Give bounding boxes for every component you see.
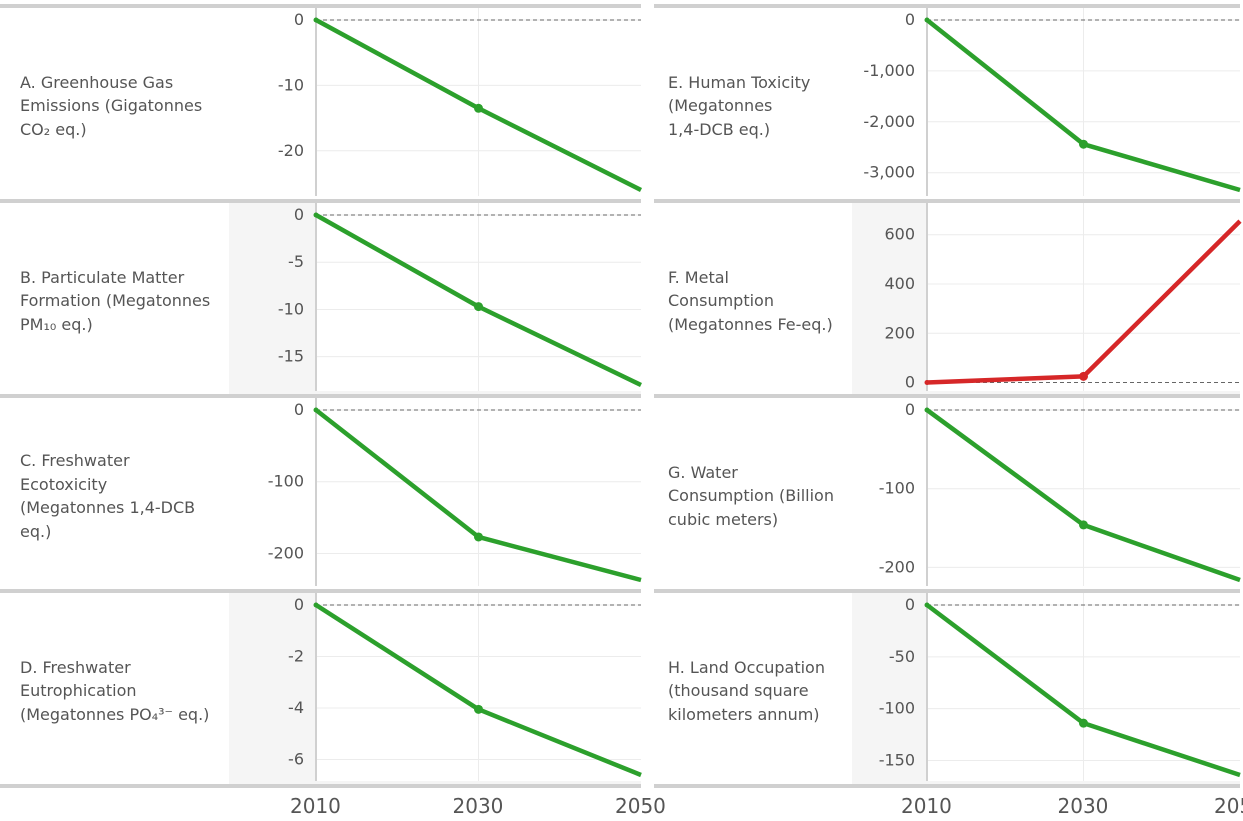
y-tick-label: -20 <box>278 141 304 160</box>
plot-d: 0 -2 -4 -6 <box>288 593 642 781</box>
y-tick-label: -10 <box>278 299 304 318</box>
panel-divider <box>0 589 641 593</box>
y-tick-label: -4 <box>288 698 304 717</box>
y-tick-label: 0 <box>905 373 915 392</box>
data-point <box>474 704 483 714</box>
data-point <box>313 602 319 608</box>
panel-divider <box>0 394 641 398</box>
panel-divider <box>654 784 1240 788</box>
y-tick-label: -2,000 <box>863 112 915 131</box>
plot-g: 0 -100 -200 <box>879 398 1241 586</box>
y-tick-label: 0 <box>905 595 915 614</box>
panel-label-d: D. Freshwater Eutrophication (Megatonnes… <box>20 657 210 724</box>
x-tick-label: 2050 <box>1214 794 1243 818</box>
data-point <box>924 17 930 23</box>
y-tick-label: -3,000 <box>863 163 915 182</box>
plot-h: 0 -50 -100 -150 <box>879 593 1241 781</box>
y-tick-label: -10 <box>278 75 304 94</box>
y-tick-label: 600 <box>884 225 915 244</box>
panel-divider <box>654 4 1240 8</box>
y-tick-label: 0 <box>294 595 304 614</box>
plot-f: 0 200 400 600 <box>884 203 1242 392</box>
y-tick-label: -200 <box>268 543 304 562</box>
y-tick-label: 200 <box>884 323 915 342</box>
y-tick-label: 0 <box>905 400 915 419</box>
plot-e: 0 -1,000 -2,000 -3,000 <box>863 8 1241 196</box>
y-tick-label: 0 <box>294 400 304 419</box>
data-point <box>1079 520 1088 530</box>
plot-c: 0 -100 -200 <box>268 398 642 586</box>
y-tick-label: -50 <box>889 647 915 666</box>
x-tick-label: 2030 <box>1057 794 1109 818</box>
data-point <box>313 212 319 218</box>
panel-divider <box>0 784 641 788</box>
panel-label-h: H. Land Occupation (thousand square kilo… <box>668 657 825 724</box>
data-point <box>924 380 930 386</box>
panel-label-g: G. Water Consumption (Billion cubic mete… <box>668 462 834 529</box>
plot-b: 0 -5 -10 -15 <box>278 203 642 391</box>
panel-divider <box>0 4 641 8</box>
data-point <box>1079 371 1088 381</box>
y-tick-label: 0 <box>905 10 915 29</box>
y-tick-label: -5 <box>288 252 304 271</box>
panel-label-b: B. Particulate Matter Formation (Megaton… <box>20 267 211 334</box>
y-tick-label: 400 <box>884 274 915 293</box>
y-tick-label: -200 <box>879 557 915 576</box>
data-point <box>474 532 483 542</box>
x-tick-label: 2010 <box>290 794 341 818</box>
panel-divider <box>654 589 1240 593</box>
panel-label-e: E. Human Toxicity (Megatonnes 1,4-DCB eq… <box>668 72 811 139</box>
panel-label-a: A. Greenhouse Gas Emissions (Gigatonnes … <box>20 72 203 139</box>
data-point <box>474 103 483 113</box>
data-point <box>1079 718 1088 728</box>
y-tick-label: -150 <box>879 750 915 769</box>
panel-divider <box>654 394 1240 398</box>
y-tick-label: -100 <box>268 472 304 491</box>
panel-divider <box>654 199 1240 203</box>
y-tick-label: -2 <box>288 647 304 666</box>
x-tick-label: 2010 <box>901 794 952 818</box>
data-point <box>1079 139 1088 149</box>
y-tick-label: -1,000 <box>863 61 915 80</box>
y-tick-label: -15 <box>278 347 304 366</box>
data-point <box>474 302 483 312</box>
data-point <box>924 407 930 413</box>
panel-divider <box>0 199 641 203</box>
y-tick-label: 0 <box>294 205 304 224</box>
y-tick-label: -6 <box>288 750 304 769</box>
y-tick-label: -100 <box>879 699 915 718</box>
data-point <box>313 17 319 23</box>
data-point <box>313 407 319 413</box>
x-tick-label: 2050 <box>615 794 666 818</box>
data-point <box>924 602 930 608</box>
x-tick-label: 2030 <box>452 794 504 818</box>
plot-a: 0 -10 -20 <box>278 8 643 196</box>
panel-label-f: F. Metal Consumption (Megatonnes Fe-eq.) <box>668 267 833 334</box>
y-tick-label: -100 <box>879 479 915 498</box>
panel-label-c: C. Freshwater Ecotoxicity (Megatonnes 1,… <box>20 451 196 541</box>
y-tick-label: 0 <box>294 10 304 29</box>
